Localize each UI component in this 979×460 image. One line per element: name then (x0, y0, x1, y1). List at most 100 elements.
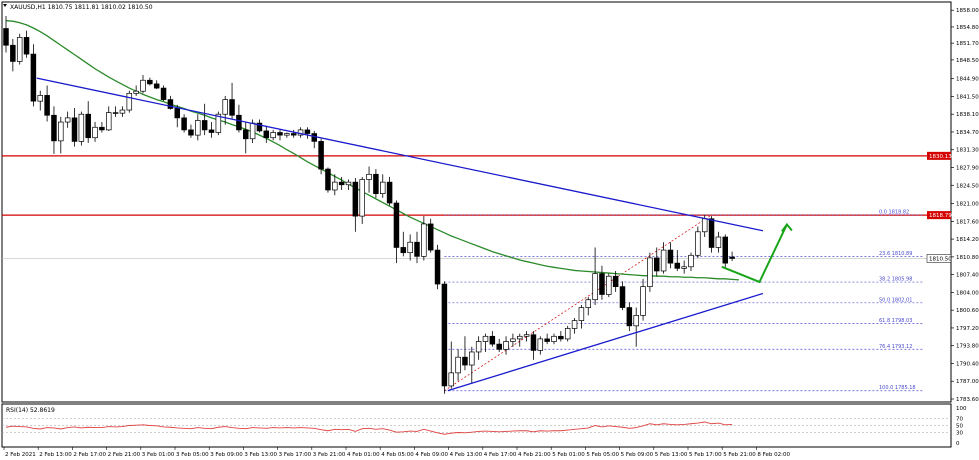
x-tick-label: 4 Feb 21:00 (518, 452, 551, 458)
candle (229, 82, 235, 120)
bear-candle-body (112, 112, 119, 114)
candle (105, 106, 112, 131)
candle (126, 90, 133, 113)
moving-average-layer (5, 20, 739, 281)
candle (195, 114, 201, 141)
candle (167, 95, 174, 110)
y-tick-label: 1841.50 (956, 94, 979, 100)
bear-candle-body (722, 236, 728, 264)
candle (188, 124, 194, 138)
x-tick-label: 3 Feb 05:00 (176, 452, 209, 458)
x-tick-label: 2 Feb 21:00 (108, 452, 141, 458)
candle (434, 244, 441, 290)
bear-candle-body (558, 335, 564, 340)
bull-candle-body (715, 236, 722, 248)
bull-candle-body (133, 90, 139, 94)
candle (708, 216, 715, 253)
candle (366, 166, 372, 193)
bear-candle-body (174, 108, 181, 119)
candle (455, 349, 461, 381)
bear-candle-body (188, 129, 194, 136)
bull-candle-body (701, 218, 708, 233)
bear-candle-body (256, 122, 263, 132)
bear-candle-body (400, 247, 407, 254)
bull-candle-body (510, 338, 516, 342)
x-tick-label: 4 Feb 09:00 (415, 452, 448, 458)
resistance-1-price-label: 1830.13 (929, 154, 952, 160)
x-tick-label: 5 Feb 13:00 (655, 452, 688, 458)
y-tick-label: 1834.70 (956, 130, 979, 136)
bear-candle-body (167, 99, 174, 109)
arrow-up-icon (781, 222, 793, 233)
x-tick-label: 2 Feb 2021 (5, 452, 36, 458)
candle (208, 122, 215, 138)
candle (386, 176, 393, 206)
candle (599, 265, 605, 300)
bear-candle-body (30, 53, 37, 102)
bull-candle-body (270, 132, 276, 139)
bear-candle-body (530, 334, 537, 351)
symbol-header: XAUUSD,H1 1810.75 1811.81 1810.02 1810.5… (10, 4, 153, 11)
candle (503, 336, 509, 355)
moving-average-line (5, 20, 739, 281)
candle (653, 247, 660, 277)
candle (284, 132, 290, 138)
candle (236, 104, 242, 133)
x-tick-label: 4 Feb 01:00 (347, 452, 380, 458)
bear-candle-body (496, 343, 502, 350)
bull-candle-body (58, 121, 64, 142)
main-panel (1, 1, 952, 448)
x-axis: 2 Feb 2021 2 Feb 13:00 2 Feb 17:00 2 Feb 21… (3, 447, 790, 458)
candle (64, 111, 71, 128)
candle (71, 107, 78, 147)
candle (201, 103, 208, 136)
bull-candle-body (421, 223, 427, 257)
y-tick-label: 1810.80 (956, 255, 979, 261)
bear-candle-body (229, 99, 235, 116)
bull-candle-body (16, 37, 23, 62)
x-tick-label: 2 Feb 17:00 (73, 452, 106, 458)
bear-candle-body (147, 79, 153, 85)
y-tick-label: 1824.50 (956, 183, 979, 189)
rsi-tick-label: 70 (956, 417, 963, 423)
current-price-tag (926, 254, 952, 263)
current-price-label: 1810.50 (929, 256, 952, 262)
x-tick-label: 4 Feb 13:00 (450, 452, 483, 458)
bull-candle-body (475, 341, 482, 353)
fib-level-label: 0.0 1818.82 (879, 209, 909, 215)
candle (489, 331, 496, 347)
candle (85, 101, 91, 143)
x-tick-label: 5 Feb 05:00 (586, 452, 619, 458)
bear-candle-body (153, 83, 160, 89)
bear-candle-body (441, 283, 448, 387)
candle (612, 270, 619, 292)
candle (715, 231, 722, 253)
candle (537, 336, 544, 355)
y-tick-label: 1807.40 (956, 273, 979, 279)
bear-candle-body (318, 141, 324, 170)
bull-candle-body (455, 356, 461, 374)
bull-candle-body (345, 181, 352, 186)
bull-candle-body (92, 126, 98, 139)
candle (153, 80, 160, 90)
bear-candle-body (325, 168, 331, 191)
candle (174, 104, 181, 128)
candle (674, 250, 681, 271)
collapse-triangle-icon[interactable] (3, 4, 7, 7)
bear-candle-body (10, 44, 16, 62)
x-tick-label: 3 Feb 01:00 (142, 452, 175, 458)
candle (640, 278, 646, 321)
trendlines-layer (36, 77, 764, 392)
bear-candle-body (393, 202, 400, 248)
rsi-header: RSI(14) 52.8619 (6, 407, 55, 414)
bear-candle-body (462, 356, 468, 366)
candle (462, 336, 468, 371)
bull-candle-body (407, 241, 413, 254)
y-tick-label: 1827.90 (956, 166, 979, 172)
y-tick-label: 1831.30 (956, 148, 979, 154)
y-tick-label: 1838.10 (956, 112, 979, 118)
bear-candle-body (99, 126, 105, 131)
x-tick-label: 5 Feb 01:00 (552, 452, 585, 458)
y-tick-label: 1854.80 (956, 25, 979, 31)
candle (243, 122, 249, 154)
